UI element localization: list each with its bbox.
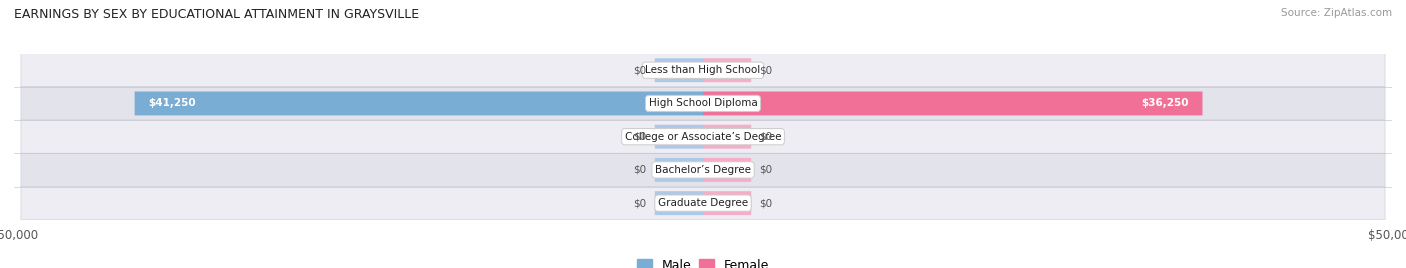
FancyBboxPatch shape: [655, 58, 703, 82]
Text: College or Associate’s Degree: College or Associate’s Degree: [624, 132, 782, 142]
Text: Graduate Degree: Graduate Degree: [658, 198, 748, 208]
Text: $0: $0: [633, 165, 647, 175]
Text: $0: $0: [759, 198, 773, 208]
Text: Source: ZipAtlas.com: Source: ZipAtlas.com: [1281, 8, 1392, 18]
FancyBboxPatch shape: [655, 191, 703, 215]
Text: $0: $0: [759, 65, 773, 75]
Text: $0: $0: [759, 132, 773, 142]
FancyBboxPatch shape: [703, 91, 1202, 116]
FancyBboxPatch shape: [655, 158, 703, 182]
FancyBboxPatch shape: [703, 58, 751, 82]
Legend: Male, Female: Male, Female: [631, 254, 775, 268]
Text: $0: $0: [633, 65, 647, 75]
FancyBboxPatch shape: [703, 158, 751, 182]
FancyBboxPatch shape: [135, 91, 703, 116]
Text: Bachelor’s Degree: Bachelor’s Degree: [655, 165, 751, 175]
Text: $41,250: $41,250: [149, 98, 195, 109]
Text: $0: $0: [633, 132, 647, 142]
FancyBboxPatch shape: [21, 120, 1385, 153]
FancyBboxPatch shape: [703, 191, 751, 215]
FancyBboxPatch shape: [21, 153, 1385, 187]
FancyBboxPatch shape: [21, 54, 1385, 87]
Text: $36,250: $36,250: [1142, 98, 1188, 109]
Text: EARNINGS BY SEX BY EDUCATIONAL ATTAINMENT IN GRAYSVILLE: EARNINGS BY SEX BY EDUCATIONAL ATTAINMEN…: [14, 8, 419, 21]
Text: $0: $0: [633, 198, 647, 208]
Text: High School Diploma: High School Diploma: [648, 98, 758, 109]
Text: $0: $0: [759, 165, 773, 175]
FancyBboxPatch shape: [655, 125, 703, 149]
Text: Less than High School: Less than High School: [645, 65, 761, 75]
FancyBboxPatch shape: [21, 87, 1385, 120]
FancyBboxPatch shape: [21, 187, 1385, 220]
FancyBboxPatch shape: [703, 125, 751, 149]
